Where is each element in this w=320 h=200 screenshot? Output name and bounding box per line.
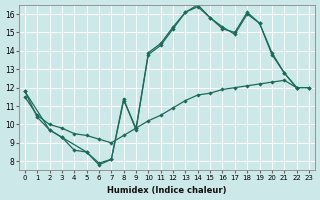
X-axis label: Humidex (Indice chaleur): Humidex (Indice chaleur): [107, 186, 227, 195]
